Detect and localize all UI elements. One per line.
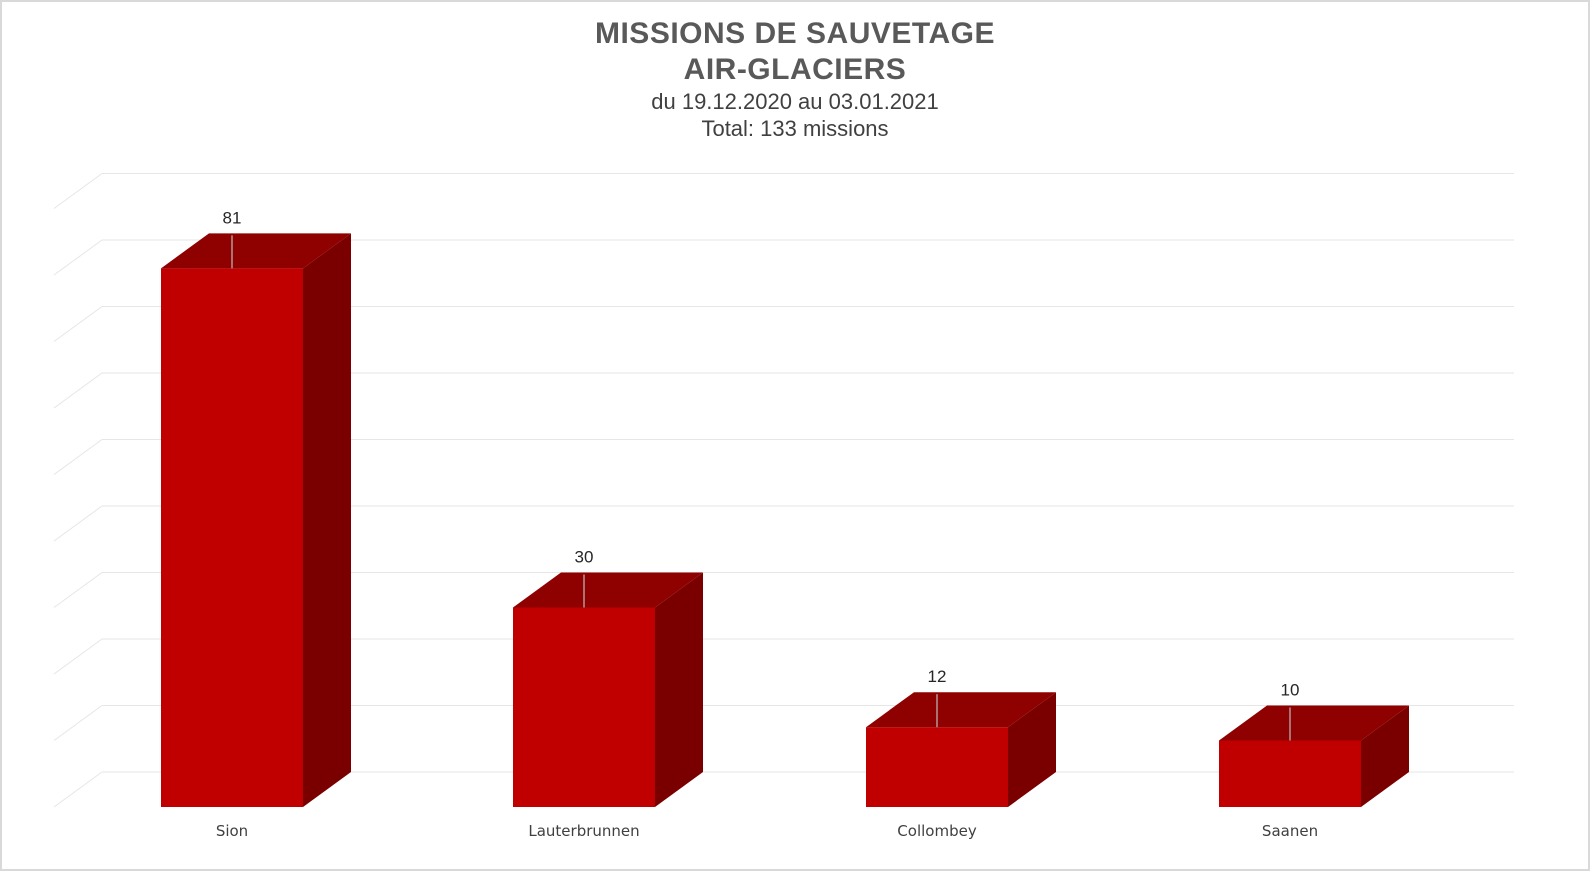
labels: 81 Sion 30 Lauterbrunnen 12 Collombey 10 Saanen	[216, 208, 1318, 840]
x-tick-label: Saanen	[1262, 822, 1318, 840]
bar-side-face	[303, 233, 351, 808]
gridline-side	[53, 173, 103, 209]
bar-front-face	[1219, 740, 1361, 807]
chart-subtitle-line2: Total: 133 missions	[701, 116, 889, 141]
x-tick-label: Lauterbrunnen	[528, 822, 639, 840]
chart-title: MISSIONS DE SAUVETAGE	[594, 17, 995, 50]
x-tick-label: Sion	[216, 822, 248, 840]
chart-subtitle: du 19.12.2020 au 03.01.2021	[651, 89, 939, 114]
gridline-side	[53, 306, 103, 342]
gridline-side	[53, 239, 103, 276]
chart-title-line2: AIR-GLACIERS	[683, 53, 907, 86]
gridline-side	[53, 372, 103, 409]
bar-front-face	[866, 727, 1008, 807]
bar-saanen	[1219, 705, 1409, 807]
gridline-side	[53, 572, 103, 608]
x-tick-label: Collombey	[897, 822, 977, 840]
gridline-side	[53, 439, 103, 475]
data-label: 10	[1281, 681, 1300, 700]
bar-front-face	[161, 268, 303, 808]
bar-top-face	[161, 233, 351, 269]
data-label: 30	[575, 548, 594, 567]
gridline-side	[53, 705, 103, 741]
data-label: 12	[928, 667, 947, 686]
bar-lauterbrunnen	[513, 572, 703, 807]
bar-side-face	[1361, 705, 1409, 807]
bar-top-face	[866, 692, 1056, 728]
bar-sion	[161, 233, 351, 808]
gridline-side	[53, 505, 103, 542]
bar-top-face	[513, 572, 703, 608]
gridline-side	[53, 771, 103, 808]
gridline-side	[53, 638, 103, 675]
bars	[161, 233, 1409, 808]
bar-top-face	[1219, 705, 1409, 741]
bar-side-face	[655, 572, 703, 807]
data-label: 81	[223, 208, 242, 227]
bar-side-face	[1008, 692, 1056, 807]
bar-collombey	[866, 692, 1056, 807]
chart-titles: MISSIONS DE SAUVETAGE AIR-GLACIERS du 19…	[2, 16, 1588, 142]
bar-front-face	[513, 607, 655, 807]
